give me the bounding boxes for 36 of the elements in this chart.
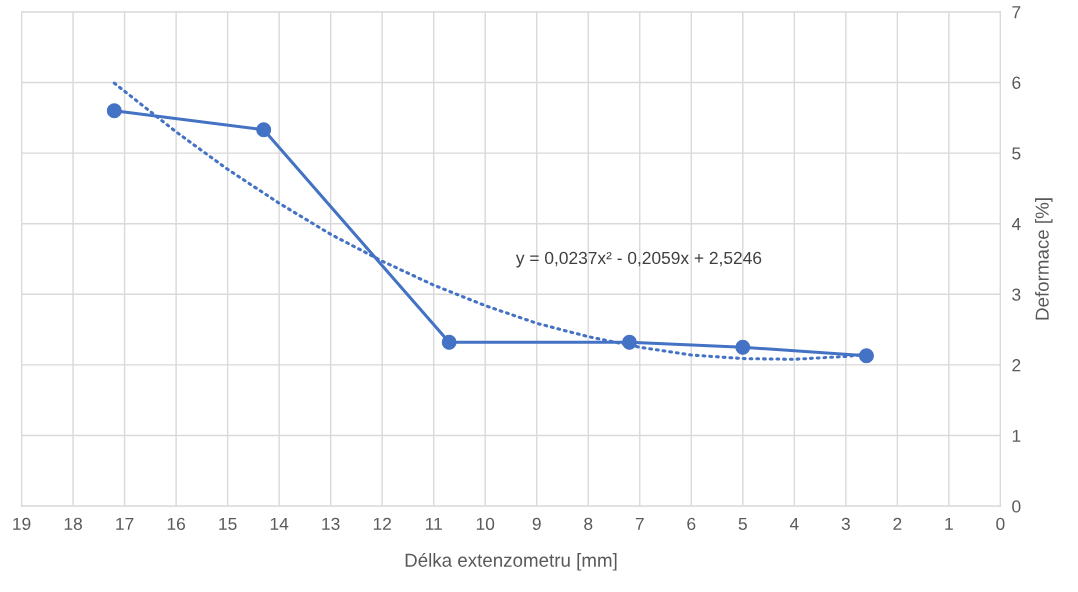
y-tick-label: 1 (1012, 429, 1021, 442)
x-tick-label: 10 (476, 517, 495, 531)
x-tick-label: 1 (945, 517, 953, 530)
x-tick-label: 19 (13, 517, 31, 531)
point (858, 348, 874, 364)
x-tick-label: 3 (841, 517, 850, 531)
x-tick-label: 4 (789, 517, 799, 530)
annotation: y = 0,0237x² - 0,2059x + 2,5246 (515, 251, 762, 268)
point (106, 103, 122, 119)
x-tick-label: 7 (635, 517, 644, 530)
x-tick-label: 18 (64, 517, 82, 531)
x-tick-label: 6 (687, 517, 696, 531)
y-tick-label: 7 (1012, 6, 1021, 19)
x-tick-label: 17 (116, 517, 134, 530)
point (735, 339, 751, 355)
y-tick-label: 4 (1011, 218, 1021, 230)
x-tick-label: 14 (270, 517, 289, 530)
x-tick-label: 9 (532, 517, 541, 531)
x-tick-label: 15 (219, 517, 237, 531)
y-axis-title: Deformace [%] (1035, 198, 1053, 320)
y-tick-label: 2 (1012, 359, 1021, 372)
x-tick-label: 0 (996, 517, 1005, 531)
x-tick-label: 5 (738, 517, 747, 531)
y-tick-label: 5 (1012, 147, 1021, 160)
point (441, 334, 457, 350)
x-tick-label: 8 (584, 517, 593, 531)
y-tick-label: 6 (1012, 76, 1021, 89)
x-tick-label: 12 (373, 517, 391, 530)
x-tick-label: 2 (893, 517, 902, 530)
x-tick-label: 13 (322, 517, 340, 531)
x-axis-title: Délka extenzometru [mm] (405, 552, 617, 571)
y-tick-label: 3 (1012, 288, 1021, 301)
x-tick-label: 11 (426, 517, 442, 530)
x-tick-label: 16 (167, 517, 185, 531)
point (256, 122, 272, 138)
y-tick-label: 0 (1012, 500, 1021, 513)
